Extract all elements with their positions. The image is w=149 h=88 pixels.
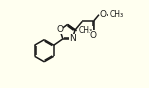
Text: O: O (56, 25, 63, 34)
Text: N: N (69, 34, 76, 43)
Text: CH₃: CH₃ (110, 10, 124, 19)
Text: O: O (90, 31, 97, 40)
Text: O: O (100, 10, 107, 19)
Text: CH₃: CH₃ (79, 26, 93, 35)
